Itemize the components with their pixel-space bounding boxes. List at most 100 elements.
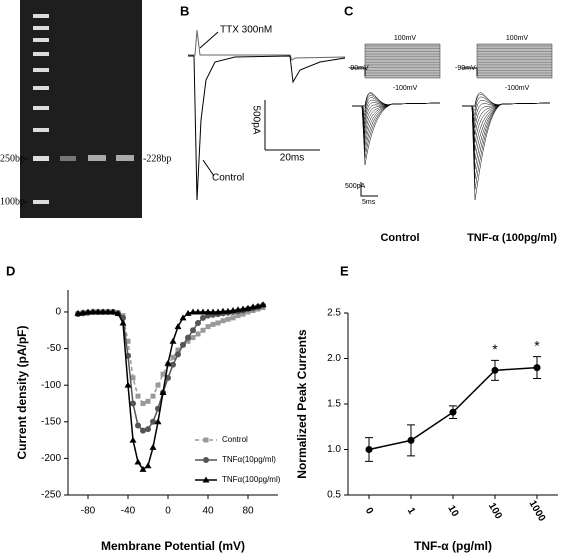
marker (154, 418, 162, 425)
protocol-hold (350, 67, 366, 76)
trace-label: Control (212, 173, 244, 184)
marker (230, 315, 236, 321)
protocol-label: 100mV (394, 35, 417, 42)
marker-label: 100bp- (0, 196, 28, 207)
y-tick-label: -100 (41, 380, 61, 391)
protocol-label: -100mV (393, 85, 418, 92)
marker (124, 381, 132, 388)
protocol-box (476, 43, 553, 79)
marker (94, 308, 102, 315)
condition-label: TNF-α (100pg/ml) (467, 232, 557, 244)
scale-bar (264, 100, 320, 151)
marker (185, 334, 191, 341)
marker (180, 341, 186, 348)
current-trace (352, 93, 441, 107)
marker (194, 308, 202, 315)
condition-label: Control (380, 232, 419, 244)
panel-label: D (6, 263, 15, 278)
marker (84, 308, 92, 315)
marker (164, 359, 172, 366)
legend-marker (203, 457, 209, 463)
protocol-box (364, 43, 441, 79)
marker (155, 382, 161, 388)
x-tick-label: -80 (81, 506, 96, 517)
arrow (202, 159, 215, 177)
sample-bands (60, 155, 134, 161)
marker (144, 462, 152, 469)
marker (104, 308, 112, 315)
marker (225, 316, 231, 322)
current-trace (462, 102, 551, 201)
panel-label: C (344, 3, 354, 18)
marker (533, 364, 541, 372)
marker (189, 308, 197, 315)
scale-label: 20ms (280, 153, 304, 164)
y-tick-label: 1.5 (327, 399, 341, 410)
marker (240, 311, 246, 317)
marker (160, 371, 166, 377)
marker (407, 436, 415, 444)
legend-label: TNFα(100pg/ml) (222, 475, 281, 484)
y-tick-label: 2.5 (327, 308, 341, 319)
x-tick-label: 0 (165, 506, 171, 517)
x-tick-label: 40 (202, 506, 214, 517)
current-trace (462, 93, 551, 108)
marker (259, 301, 267, 308)
marker (190, 327, 196, 334)
marker (130, 375, 136, 381)
panel-label: A (6, 3, 16, 18)
y-tick-label: -50 (47, 343, 62, 354)
x-axis-title: TNF-α (pg/ml) (414, 539, 492, 553)
scale-label: 500pA (250, 106, 261, 135)
marker (229, 307, 237, 313)
scale-label: 5ms (362, 199, 376, 206)
marker (79, 309, 87, 316)
protocol-label: 100mV (506, 35, 529, 42)
marker (150, 418, 156, 425)
y-tick-label: 0 (55, 307, 61, 318)
marker (239, 305, 247, 312)
marker (135, 422, 141, 429)
current-trace (352, 102, 441, 166)
marker (195, 319, 201, 326)
marker (190, 335, 196, 341)
marker (365, 446, 373, 453)
marker (200, 327, 206, 333)
protocol-hold (462, 67, 478, 76)
marker-label: 250bp- (0, 153, 28, 164)
marker-label: -228bp (143, 153, 171, 164)
marker (170, 354, 176, 360)
marker (89, 308, 97, 315)
y-axis-title: Current density (pA/pF) (15, 325, 29, 459)
y-tick-label: -150 (41, 416, 61, 427)
y-tick-label: -200 (41, 453, 61, 464)
marker (109, 308, 117, 315)
marker (449, 408, 457, 416)
marker (175, 347, 181, 353)
marker (119, 319, 127, 326)
arrow (199, 31, 219, 49)
x-tick-label: 1000 (527, 499, 548, 524)
y-tick-label: -250 (41, 490, 61, 501)
marker (114, 309, 122, 316)
marker (214, 308, 222, 315)
y-axis-title: Normalized Peak Currents (295, 329, 309, 479)
ladder (33, 14, 49, 204)
trace-label: TTX 300nM (220, 25, 272, 36)
x-tick-label: -40 (121, 506, 136, 517)
marker (210, 321, 216, 327)
marker (170, 361, 176, 368)
protocol-label: -90mV (455, 65, 476, 72)
x-tick-label: 0 (363, 506, 376, 517)
marker (249, 303, 257, 310)
x-tick-label: 1 (405, 506, 418, 517)
marker (234, 306, 242, 313)
marker (491, 366, 499, 374)
marker (135, 393, 141, 399)
marker (129, 436, 137, 443)
marker (74, 309, 82, 316)
marker (175, 351, 181, 358)
marker (125, 338, 131, 344)
marker (199, 308, 207, 315)
marker (200, 314, 206, 321)
